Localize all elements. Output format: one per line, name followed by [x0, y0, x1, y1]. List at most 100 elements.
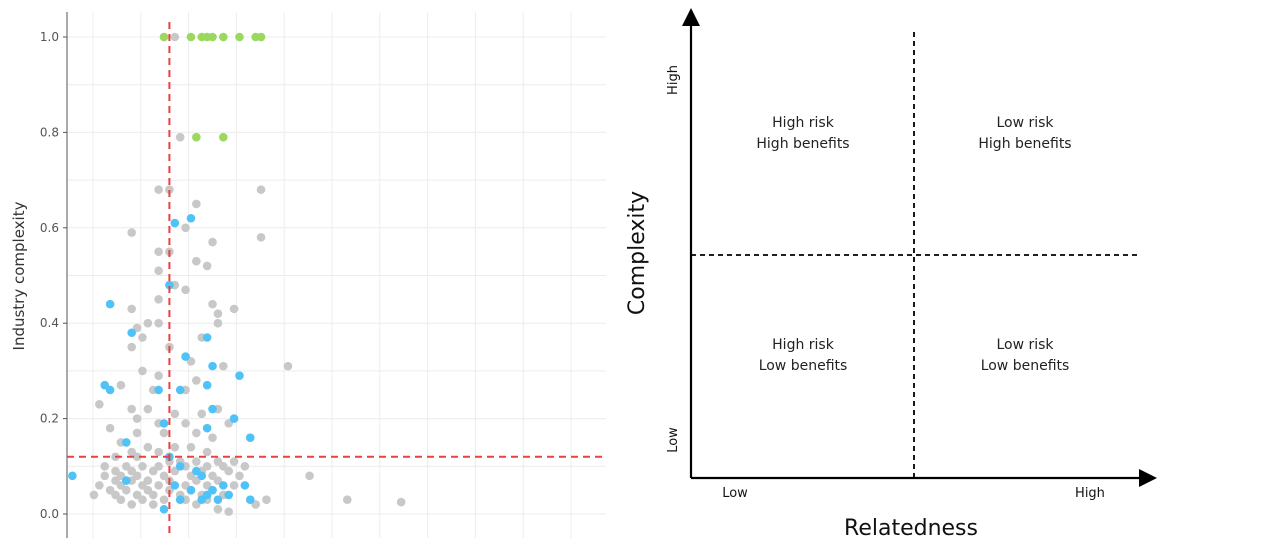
- data-point-blue: [197, 471, 207, 481]
- data-point-blue: [202, 423, 212, 433]
- data-point-blue: [229, 414, 239, 423]
- data-point-green: [159, 32, 169, 42]
- data-point-grey: [154, 185, 163, 194]
- data-point-grey: [148, 500, 158, 509]
- data-point-grey: [262, 495, 271, 504]
- grid-lines: [66, 12, 606, 538]
- data-point-blue: [202, 380, 212, 390]
- data-point-grey: [159, 428, 169, 438]
- data-point-green: [192, 132, 201, 142]
- data-point-grey: [154, 371, 163, 380]
- data-point-blue: [127, 328, 136, 338]
- data-point-grey: [229, 304, 239, 314]
- data-point-grey: [170, 409, 180, 419]
- data-point-grey: [154, 247, 163, 256]
- data-point-blue: [224, 490, 233, 500]
- data-point-blue: [175, 495, 185, 504]
- data-point-blue: [245, 433, 255, 442]
- data-point-blue: [175, 462, 185, 471]
- data-point-grey: [229, 481, 239, 490]
- data-point-blue: [175, 385, 185, 395]
- data-point-grey: [138, 366, 147, 376]
- data-point-grey: [181, 285, 190, 295]
- data-point-blue: [181, 352, 190, 361]
- data-point-green: [219, 132, 228, 142]
- data-point-grey: [170, 442, 180, 452]
- data-point-blue: [105, 299, 115, 309]
- data-point-green: [208, 32, 217, 42]
- data-point-grey: [197, 409, 207, 419]
- data-point-grey: [121, 485, 131, 495]
- y-tick-label: 0.6: [40, 221, 59, 235]
- y-axis-ticks: 0.0 0.2 0.4 0.6 0.8 1.0: [40, 30, 67, 521]
- data-point-blue: [170, 218, 180, 228]
- data-point-blue: [121, 476, 131, 485]
- data-point-grey: [283, 361, 293, 371]
- data-point-grey: [170, 32, 180, 42]
- data-point-grey: [116, 495, 126, 504]
- data-point-blue: [154, 385, 163, 395]
- data-point-grey: [305, 471, 314, 481]
- data-point-grey: [127, 342, 136, 352]
- data-point-grey: [224, 466, 233, 476]
- data-point-grey: [202, 447, 212, 457]
- data-point-blue: [208, 404, 217, 414]
- data-point-green: [256, 32, 266, 42]
- data-point-grey: [132, 452, 142, 462]
- data-point-grey: [116, 380, 126, 390]
- data-point-blue: [219, 481, 228, 490]
- quadrant-bottom-left-line1: High risk: [772, 337, 835, 353]
- data-point-blue: [240, 481, 250, 490]
- y-tick-label: 0.0: [40, 507, 59, 521]
- data-point-green: [219, 32, 228, 42]
- data-point-blue: [202, 490, 212, 500]
- data-point-grey: [342, 495, 352, 504]
- x-low-label: Low: [722, 486, 748, 501]
- data-point-grey: [127, 404, 136, 414]
- data-point-grey: [127, 304, 136, 314]
- data-point-grey: [154, 447, 163, 457]
- data-point-grey: [105, 423, 115, 433]
- y-tick-label: 0.4: [40, 316, 59, 330]
- quadrant-diagram: High Low Low High Complexity Relatedness…: [625, 8, 1157, 538]
- data-point-grey: [95, 399, 104, 409]
- quadrant-top-right-line2: High benefits: [978, 136, 1071, 152]
- data-point-grey: [235, 471, 244, 481]
- data-point-grey: [192, 256, 201, 266]
- y-tick-label: 0.2: [40, 412, 59, 426]
- scatter-points: [68, 32, 406, 516]
- data-point-grey: [132, 428, 142, 438]
- data-point-grey: [159, 495, 169, 504]
- data-point-grey: [138, 462, 147, 471]
- data-point-blue: [170, 481, 180, 490]
- data-point-grey: [100, 462, 110, 471]
- data-point-grey: [154, 266, 163, 276]
- data-point-grey: [256, 185, 266, 194]
- y-low-label: Low: [666, 427, 681, 453]
- y-axis-arrowhead: [682, 8, 700, 26]
- data-point-grey: [181, 419, 190, 428]
- quadrant-top-left-line1: High risk: [772, 115, 835, 131]
- x-high-label: High: [1075, 486, 1105, 501]
- data-point-grey: [396, 497, 406, 507]
- data-point-blue: [121, 438, 131, 447]
- data-point-grey: [181, 223, 190, 233]
- data-point-grey: [208, 299, 217, 309]
- data-point-grey: [186, 442, 196, 452]
- quadrant-bottom-right-line2: Low benefits: [981, 358, 1070, 374]
- y-axis-title: Complexity: [625, 191, 650, 315]
- data-point-grey: [202, 261, 212, 271]
- quadrant-top-right-line1: Low risk: [996, 115, 1054, 131]
- data-point-grey: [165, 185, 174, 194]
- data-point-grey: [192, 376, 201, 385]
- data-point-blue: [202, 333, 212, 342]
- quadrant-top-left-line2: High benefits: [756, 136, 849, 152]
- quadrant-bottom-right-line1: Low risk: [996, 337, 1054, 353]
- data-point-blue: [68, 471, 77, 481]
- data-point-grey: [213, 318, 223, 328]
- data-point-blue: [186, 485, 196, 495]
- data-point-grey: [143, 318, 153, 328]
- data-point-grey: [95, 481, 104, 490]
- scatter-plot: 0.0 0.2 0.4 0.6 0.8 1.0 Industry complexity: [10, 12, 606, 538]
- data-point-grey: [138, 495, 147, 504]
